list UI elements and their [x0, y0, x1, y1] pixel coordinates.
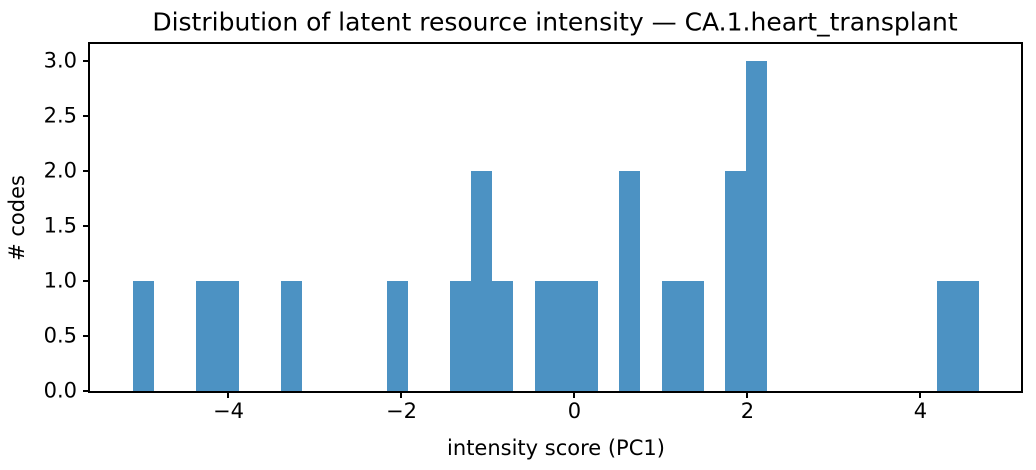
x-tick-mark	[746, 391, 749, 398]
chart-title: Distribution of latent resource intensit…	[152, 7, 958, 37]
x-tick-mark	[227, 391, 230, 398]
y-tick-label: 0.5	[43, 323, 77, 348]
y-tick-label: 2.0	[43, 158, 77, 183]
x-axis-ticks: −4 −2 0 2 4	[90, 44, 1021, 423]
histogram-bar	[471, 171, 493, 391]
bars-layer	[90, 44, 1021, 391]
y-tick-mark	[83, 225, 90, 228]
histogram-bar	[450, 281, 472, 391]
y-tick-mark	[83, 170, 90, 173]
x-tick-mark	[573, 391, 576, 398]
x-axis-label: intensity score (PC1)	[447, 436, 665, 460]
histogram-bar	[534, 281, 556, 391]
x-tick-mark	[919, 391, 922, 398]
y-tick-mark	[83, 280, 90, 283]
x-tick-label: 4	[913, 399, 928, 423]
histogram-bar	[492, 281, 514, 391]
y-tick-label: 3.0	[43, 48, 77, 73]
histogram-bar	[555, 281, 577, 391]
y-tick-mark	[83, 390, 90, 392]
histogram-bar	[280, 281, 302, 391]
y-tick-label: 2.5	[43, 103, 77, 128]
y-tick-mark	[83, 115, 90, 118]
y-tick-label: 0.0	[43, 378, 77, 403]
histogram-bar	[577, 281, 599, 391]
y-tick-mark	[83, 335, 90, 337]
histogram-bar	[196, 281, 218, 391]
histogram-bar	[936, 281, 958, 391]
x-tick-mark	[400, 391, 403, 398]
histogram-bar	[725, 171, 747, 391]
histogram-bar	[386, 281, 408, 391]
histogram-bar	[682, 281, 704, 391]
histogram-bar	[217, 281, 239, 391]
y-tick-label: 1.0	[43, 268, 77, 293]
histogram-bar	[957, 281, 979, 391]
histogram-bar	[132, 281, 154, 391]
y-axis-ticks: 0.0 0.5 1.0 1.5 2.0 2.5 3.0	[44, 44, 1021, 401]
y-axis-label: # codes	[5, 175, 29, 261]
histogram-bar	[746, 61, 768, 391]
histogram-bar	[661, 281, 683, 391]
x-tick-label: −4	[213, 399, 244, 423]
y-tick-label: 1.5	[43, 213, 77, 238]
x-tick-label: 2	[740, 399, 755, 423]
y-tick-mark	[83, 60, 90, 63]
x-tick-label: 0	[567, 399, 582, 423]
x-tick-label: −2	[386, 399, 417, 423]
histogram-bar	[619, 171, 641, 391]
plot-area: −4 −2 0 2 4 0.0 0.5 1.0 1.5 2.0 2.5 3.0	[44, 44, 1021, 423]
